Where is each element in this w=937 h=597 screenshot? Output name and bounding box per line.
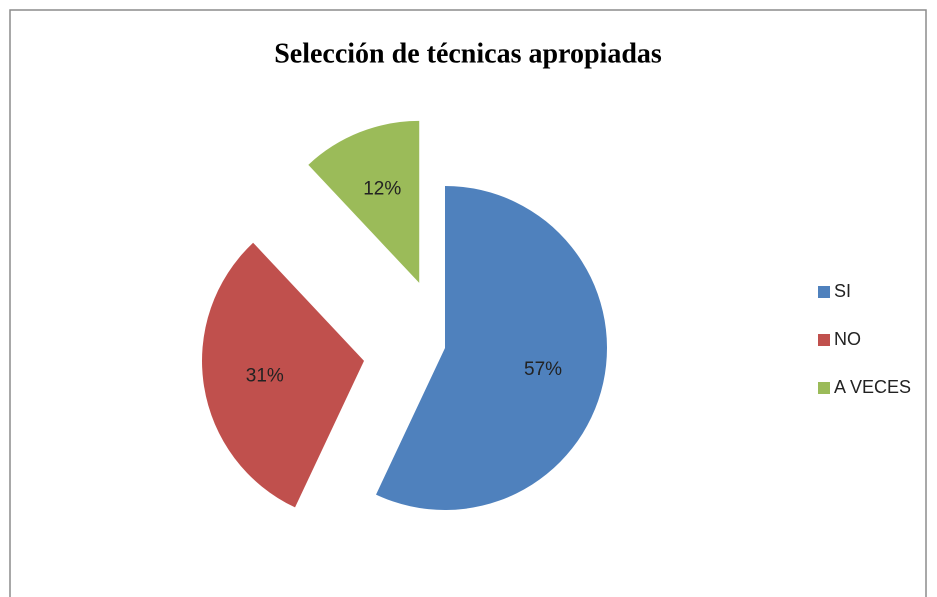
pie-slice xyxy=(376,186,608,510)
data-label: 12% xyxy=(363,179,401,200)
legend-swatch xyxy=(818,286,830,298)
data-label: 31% xyxy=(246,366,284,387)
chart-title: Selección de técnicas apropiadas xyxy=(274,38,662,69)
legend-label: NO xyxy=(834,329,861,349)
legend-label: SI xyxy=(834,281,851,301)
legend-label: A VECES xyxy=(834,377,911,397)
legend-swatch xyxy=(818,382,830,394)
pie-slice xyxy=(202,242,365,508)
legend-swatch xyxy=(818,334,830,346)
data-label: 57% xyxy=(524,359,562,380)
pie-slice xyxy=(308,120,420,283)
